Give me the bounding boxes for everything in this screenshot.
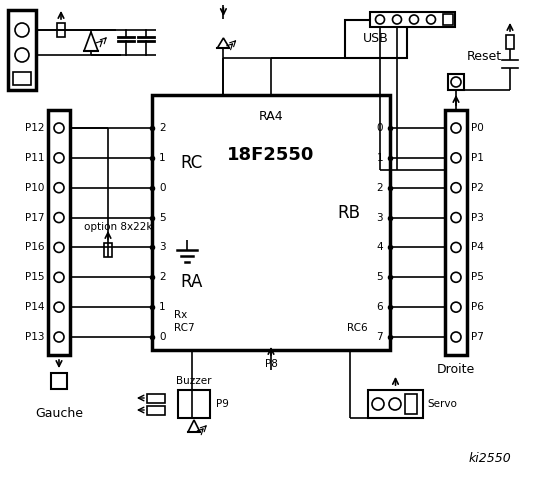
Bar xyxy=(178,390,210,418)
Bar xyxy=(147,394,165,403)
Text: 18F2550: 18F2550 xyxy=(227,146,315,164)
Text: Droite: Droite xyxy=(437,363,475,376)
Bar xyxy=(345,20,407,58)
Bar xyxy=(405,394,417,414)
Text: RA4: RA4 xyxy=(259,110,283,123)
Text: P13: P13 xyxy=(24,332,44,342)
Text: 2: 2 xyxy=(159,272,166,282)
Text: USB: USB xyxy=(363,33,389,46)
Bar xyxy=(506,35,514,49)
Text: P14: P14 xyxy=(24,302,44,312)
Text: P12: P12 xyxy=(24,123,44,133)
Circle shape xyxy=(426,15,436,24)
Text: 3: 3 xyxy=(159,242,166,252)
Circle shape xyxy=(451,213,461,223)
Text: RB: RB xyxy=(337,204,360,222)
Text: ki2550: ki2550 xyxy=(468,452,512,465)
Text: P3: P3 xyxy=(471,213,484,223)
Text: P11: P11 xyxy=(24,153,44,163)
Text: 3: 3 xyxy=(377,213,383,223)
Text: P2: P2 xyxy=(471,183,484,192)
Text: P5: P5 xyxy=(471,272,484,282)
Text: 0: 0 xyxy=(377,123,383,133)
Text: 0: 0 xyxy=(159,183,165,192)
Text: RC7: RC7 xyxy=(174,323,195,333)
Text: RA: RA xyxy=(180,273,202,291)
Circle shape xyxy=(389,398,401,410)
Circle shape xyxy=(54,183,64,192)
Text: Servo: Servo xyxy=(427,399,457,409)
Text: P4: P4 xyxy=(471,242,484,252)
Circle shape xyxy=(54,213,64,223)
Bar xyxy=(147,406,165,415)
Circle shape xyxy=(451,123,461,133)
Text: Gauche: Gauche xyxy=(35,407,83,420)
Bar xyxy=(152,95,390,350)
Circle shape xyxy=(451,77,461,87)
Text: 7: 7 xyxy=(377,332,383,342)
Bar xyxy=(445,110,467,355)
Text: P8: P8 xyxy=(264,359,278,369)
Bar xyxy=(448,74,464,90)
Text: option 8x22k: option 8x22k xyxy=(84,222,152,232)
Text: P15: P15 xyxy=(24,272,44,282)
Text: Rx: Rx xyxy=(174,310,187,320)
Circle shape xyxy=(451,153,461,163)
Text: P7: P7 xyxy=(471,332,484,342)
Circle shape xyxy=(54,302,64,312)
Text: 2: 2 xyxy=(159,123,166,133)
Circle shape xyxy=(451,183,461,192)
Bar xyxy=(368,390,423,418)
Bar xyxy=(48,110,70,355)
Circle shape xyxy=(451,302,461,312)
Circle shape xyxy=(393,15,401,24)
Text: P17: P17 xyxy=(24,213,44,223)
Text: P9: P9 xyxy=(216,399,228,409)
Circle shape xyxy=(54,153,64,163)
Circle shape xyxy=(54,272,64,282)
Circle shape xyxy=(451,272,461,282)
Text: Reset: Reset xyxy=(467,50,502,63)
Text: Buzzer: Buzzer xyxy=(176,376,212,386)
Text: RC: RC xyxy=(180,154,202,172)
Circle shape xyxy=(451,242,461,252)
Bar xyxy=(104,243,112,257)
Text: RC6: RC6 xyxy=(347,323,368,333)
Text: 2: 2 xyxy=(377,183,383,192)
Bar xyxy=(8,10,36,90)
Text: 0: 0 xyxy=(159,332,165,342)
Circle shape xyxy=(54,242,64,252)
Text: 1: 1 xyxy=(159,302,166,312)
Circle shape xyxy=(15,48,29,62)
Text: P10: P10 xyxy=(25,183,44,192)
Text: 1: 1 xyxy=(159,153,166,163)
Bar xyxy=(443,14,453,25)
Text: 6: 6 xyxy=(377,302,383,312)
Circle shape xyxy=(372,398,384,410)
Circle shape xyxy=(375,15,384,24)
Text: P16: P16 xyxy=(24,242,44,252)
Circle shape xyxy=(15,23,29,37)
Circle shape xyxy=(451,332,461,342)
Text: 5: 5 xyxy=(377,272,383,282)
Text: 4: 4 xyxy=(377,242,383,252)
Text: P1: P1 xyxy=(471,153,484,163)
Circle shape xyxy=(54,332,64,342)
Bar xyxy=(13,72,31,85)
Text: P0: P0 xyxy=(471,123,484,133)
Circle shape xyxy=(54,123,64,133)
Text: 5: 5 xyxy=(159,213,166,223)
Bar xyxy=(370,12,455,27)
Text: 1: 1 xyxy=(377,153,383,163)
Text: P6: P6 xyxy=(471,302,484,312)
Bar xyxy=(51,373,67,389)
Circle shape xyxy=(410,15,419,24)
Bar xyxy=(57,23,65,37)
